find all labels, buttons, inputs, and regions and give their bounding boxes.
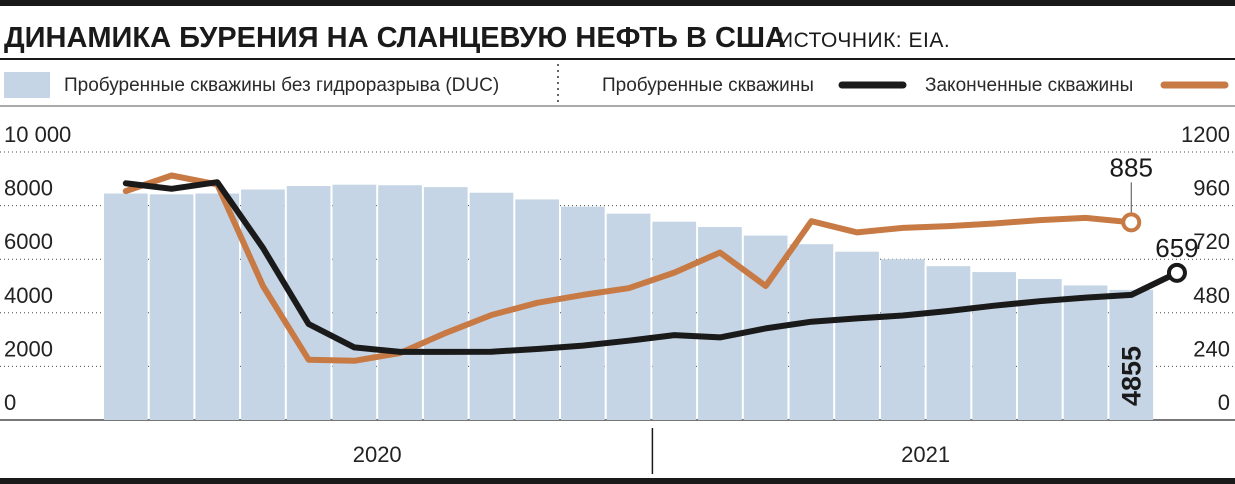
bar-duc	[1109, 289, 1154, 420]
chart-source: ИСТОЧНИК: EIA.	[778, 29, 950, 52]
bar-duc	[149, 194, 194, 420]
left-tick-label: 4000	[4, 283, 53, 308]
top-rule	[0, 0, 1235, 6]
bar-duc	[972, 272, 1016, 420]
legend-swatch-duc	[4, 72, 50, 98]
year-label: 2020	[353, 442, 402, 467]
year-label: 2021	[901, 442, 950, 467]
right-tick-label: 1200	[1181, 122, 1230, 147]
right-tick-label: 240	[1193, 336, 1230, 361]
line-drilled	[122, 179, 1180, 355]
right-tick-label: 0	[1218, 390, 1230, 415]
bar-duc	[835, 251, 879, 420]
left-tick-label: 6000	[4, 229, 53, 254]
marker-drilled	[1166, 262, 1187, 283]
bar-duc	[423, 187, 468, 420]
completed-last-label: 885	[1110, 152, 1153, 182]
bar-duc	[606, 213, 651, 420]
legend-label-completed: Законченные скважины	[925, 75, 1133, 96]
bar-duc	[1063, 285, 1108, 420]
bar-duc	[789, 244, 834, 420]
lines	[122, 172, 1180, 364]
drilled-last-label: 659	[1155, 233, 1198, 263]
year-axis: 2020 2021	[353, 428, 950, 474]
bar-duc	[469, 192, 514, 420]
legend-label-duc: Пробуренные скважины без гидроразрыва (D…	[64, 75, 499, 96]
annotations: 885 659 4855	[1110, 152, 1199, 406]
bar-duc	[104, 193, 148, 420]
left-tick-label: 10 000	[4, 122, 71, 147]
right-tick-label: 720	[1193, 229, 1230, 254]
right-tick-label: 960	[1193, 176, 1230, 201]
line-completed	[122, 172, 1135, 364]
chart-title: ДИНАМИКА БУРЕНИЯ НА СЛАНЦЕВУЮ НЕФТЬ В СШ…	[4, 22, 786, 54]
bar-duc	[332, 184, 377, 420]
left-tick-label: 2000	[4, 336, 53, 361]
bar-duc	[880, 259, 925, 420]
left-tick-label: 8000	[4, 176, 53, 201]
marker-completed	[1121, 212, 1142, 233]
bar-duc	[652, 221, 697, 420]
bottom-rule	[0, 478, 1235, 484]
legend: Пробуренные скважины без гидроразрыва (D…	[4, 64, 1229, 104]
left-tick-label: 0	[4, 390, 16, 415]
axis-ticks: 0 0 2000 240 4000 480 6000 720 8000 960 10 000 1200	[4, 122, 1230, 415]
bar-duc	[378, 185, 422, 420]
bar-duc	[926, 266, 971, 420]
right-tick-label: 480	[1193, 283, 1230, 308]
bar-duc	[561, 206, 605, 420]
duc-last-label: 4855	[1116, 346, 1146, 406]
bar-duc	[195, 193, 240, 420]
bars-duc	[104, 184, 1154, 420]
legend-label-drilled: Пробуренные скважины	[602, 75, 814, 96]
